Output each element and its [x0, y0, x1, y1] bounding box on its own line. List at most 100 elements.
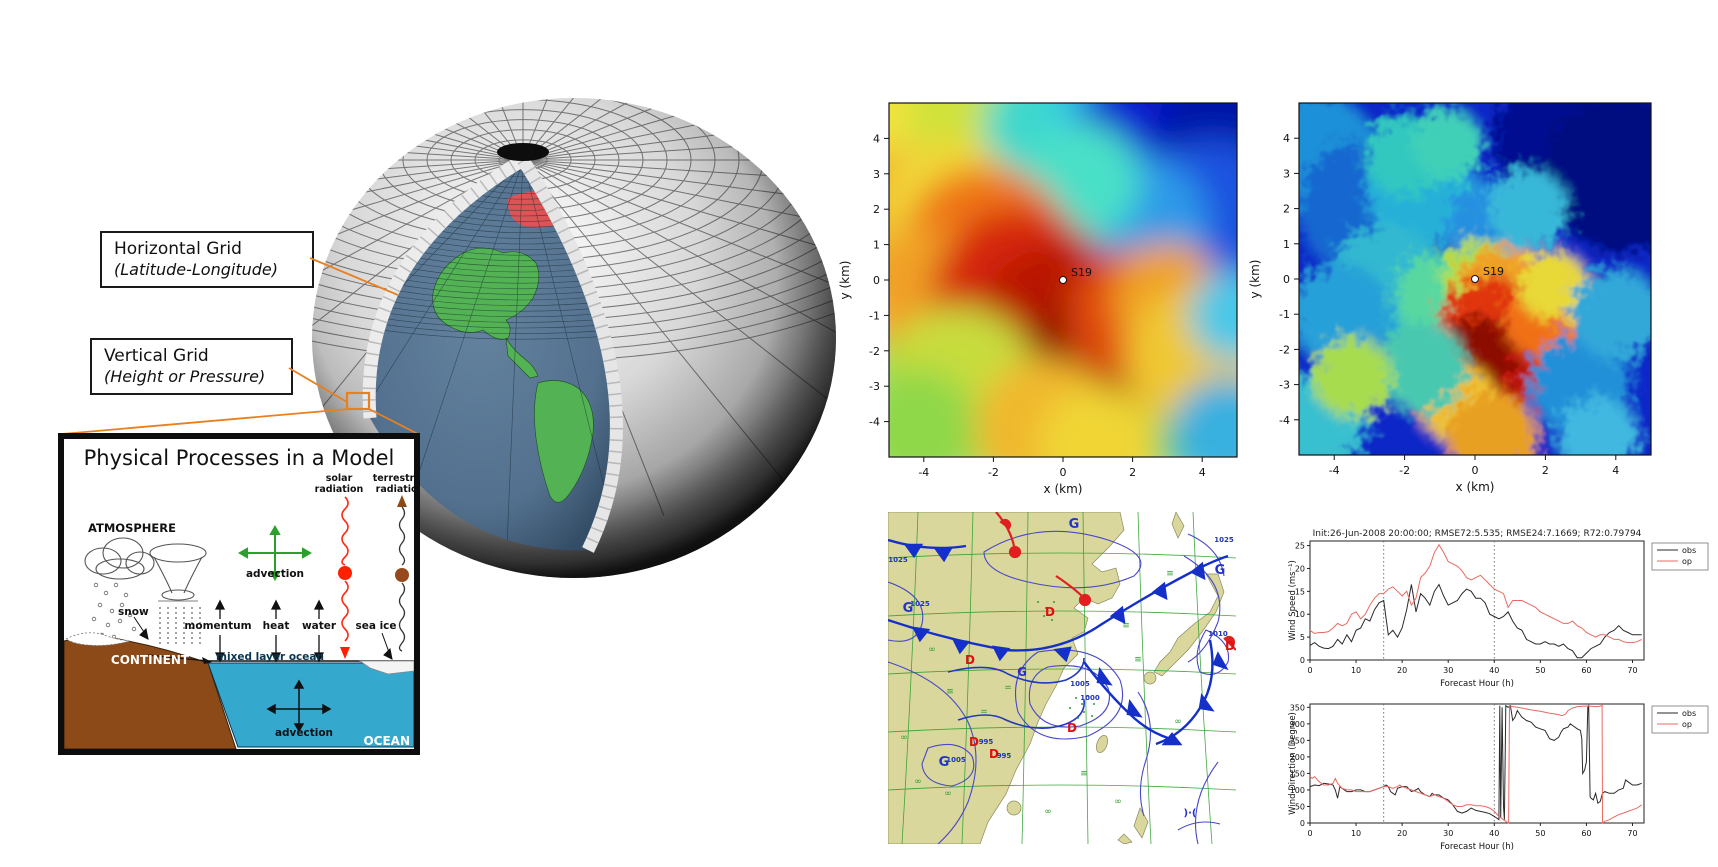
precip-symbols: [1037, 601, 1095, 719]
cold-fronts: [888, 538, 1229, 746]
x-tick: -2: [988, 466, 999, 479]
map-label: ∞: [944, 789, 952, 799]
legend-entry: op: [1682, 720, 1692, 729]
x-tick: 0: [1472, 464, 1479, 477]
wind-speed-svg: 0 10 20 30 40 50 60 70 0 5 10 15 20 25 Init:26-Jun-200…: [1288, 529, 1709, 689]
map-label: 1025: [888, 556, 908, 564]
x-tick: 4: [1612, 464, 1619, 477]
synoptic-weather-map: GGGGGDDDDDD10251025102510101005100099599…: [888, 512, 1236, 844]
x-tick: -2: [1399, 464, 1410, 477]
y-tick: 0: [1300, 819, 1305, 828]
solar-absorption-dot: [338, 566, 352, 580]
snow-mound: [65, 632, 131, 646]
convection-funnel-sketch: [149, 543, 207, 602]
horizontal-grid-callout: Horizontal Grid (Latitude-Longitude): [100, 231, 314, 289]
warm-fronts: [995, 512, 1236, 651]
y-tick: 4: [1283, 132, 1290, 145]
map-label: 1005: [1070, 680, 1090, 688]
y-tick: 300: [1290, 720, 1305, 729]
x-tick: 40: [1489, 666, 1499, 675]
terrestrial-emission-dot: [395, 568, 409, 582]
x-tick: 4: [1199, 466, 1206, 479]
map-label: D: [965, 653, 975, 667]
x-tick: 20: [1397, 666, 1407, 675]
y-tick: -4: [1279, 414, 1290, 427]
map-label: 1025: [1214, 536, 1234, 544]
y-tick: -1: [869, 309, 880, 322]
wind-direction-chart: 0 10 20 30 40 50 60 70 0 50 100 150 200 250 300 350 Fore…: [1288, 690, 1718, 856]
landmasses: [888, 512, 1225, 844]
inset-label: mixed layer ocean: [216, 651, 324, 663]
inset-label: OCEAN: [363, 734, 410, 748]
x-tick: 60: [1581, 666, 1591, 675]
rain-shaft: [159, 607, 201, 647]
y-tick: 15: [1295, 587, 1305, 596]
y-axis-label: y (km): [1248, 260, 1262, 299]
legend-box: [1651, 542, 1709, 571]
terrestrial-radiation-arrow: [398, 506, 406, 652]
y-tick: 0: [1300, 656, 1305, 665]
vertical-grid-title: Vertical Grid: [104, 346, 209, 366]
x-tick: 0: [1307, 666, 1312, 675]
wind-speed-chart: 0 10 20 30 40 50 60 70 0 5 10 15 20 25 Init:26-Jun-200…: [1288, 527, 1718, 689]
x-tick: 70: [1627, 829, 1637, 838]
station-marker: [1471, 275, 1479, 283]
inset-label: terrestrial: [373, 473, 420, 484]
map-label: ∞: [914, 777, 922, 787]
y-tick: 1: [873, 239, 880, 252]
cloud-snow-sketch: [84, 537, 155, 580]
station-marker: [1059, 276, 1067, 284]
x-tick: 40: [1489, 829, 1499, 838]
x-tick: 2: [1129, 466, 1136, 479]
y-tick: -2: [1279, 343, 1290, 356]
x-tick: 10: [1351, 666, 1361, 675]
map-label: D: [989, 747, 999, 761]
x-tick: 20: [1397, 829, 1407, 838]
y-tick: -4: [869, 416, 880, 429]
inset-label: snow: [118, 606, 149, 618]
snow-pointer: [133, 616, 149, 640]
inset-title: Physical Processes in a Model: [84, 446, 395, 470]
sea-ice-pointer: [381, 632, 393, 660]
advection-cross-atmosphere: [237, 524, 313, 582]
map-label: 1005: [946, 756, 966, 764]
y-tick: -3: [1279, 379, 1290, 392]
map-label: )·(: [1184, 808, 1197, 819]
legend-entry: obs: [1682, 546, 1696, 555]
y-tick: 3: [1283, 167, 1290, 180]
x-tick: -4: [918, 466, 929, 479]
y-axis-label: Wind Direction (Degree): [1288, 712, 1298, 815]
y-tick: -3: [869, 380, 880, 393]
horizontal-grid-title: Horizontal Grid: [114, 239, 242, 259]
map-label: ∞: [928, 645, 936, 655]
series-op: [1309, 704, 1642, 824]
rivers: [947, 657, 1085, 729]
y-axis-label: Wind Speed (ms⁻¹): [1288, 560, 1298, 641]
solar-arrowhead: [340, 647, 350, 659]
x-tick: 10: [1351, 829, 1361, 838]
y-tick: 10: [1295, 610, 1305, 619]
surface-flux-arrows: [214, 599, 325, 663]
heatmap-model-svg: -4 -2 0 2 4 4 3 2 1 0 -1 -2 -3 -4 x (km) y (km) S19: [1248, 102, 1652, 494]
continent-south-america: [534, 380, 594, 503]
inset-label: solar: [326, 473, 353, 484]
x-axis-label: Forecast Hour (h): [1440, 679, 1514, 689]
graticule: [888, 512, 1236, 844]
map-label: =: [980, 707, 988, 717]
x-axis-label: Forecast Hour (h): [1440, 842, 1514, 852]
x-tick: -4: [1329, 464, 1340, 477]
map-label: ∞: [900, 733, 908, 743]
inset-label: ATMOSPHERE: [88, 521, 176, 535]
inset-label: heat: [263, 620, 290, 632]
map-label: ≡: [1166, 569, 1174, 579]
y-tick: 1: [1283, 238, 1290, 251]
climate-model-globe-figure: [312, 98, 836, 578]
y-tick: 50: [1295, 802, 1305, 811]
map-label: 1025: [910, 600, 930, 608]
horizontal-grid-subtitle: (Latitude-Longitude): [114, 260, 278, 280]
physical-processes-inset: Physical Processes in a Model: [58, 433, 427, 755]
y-tick: 250: [1290, 736, 1305, 745]
map-label: 1010: [1208, 630, 1228, 638]
map-label: ≡: [1122, 621, 1130, 631]
